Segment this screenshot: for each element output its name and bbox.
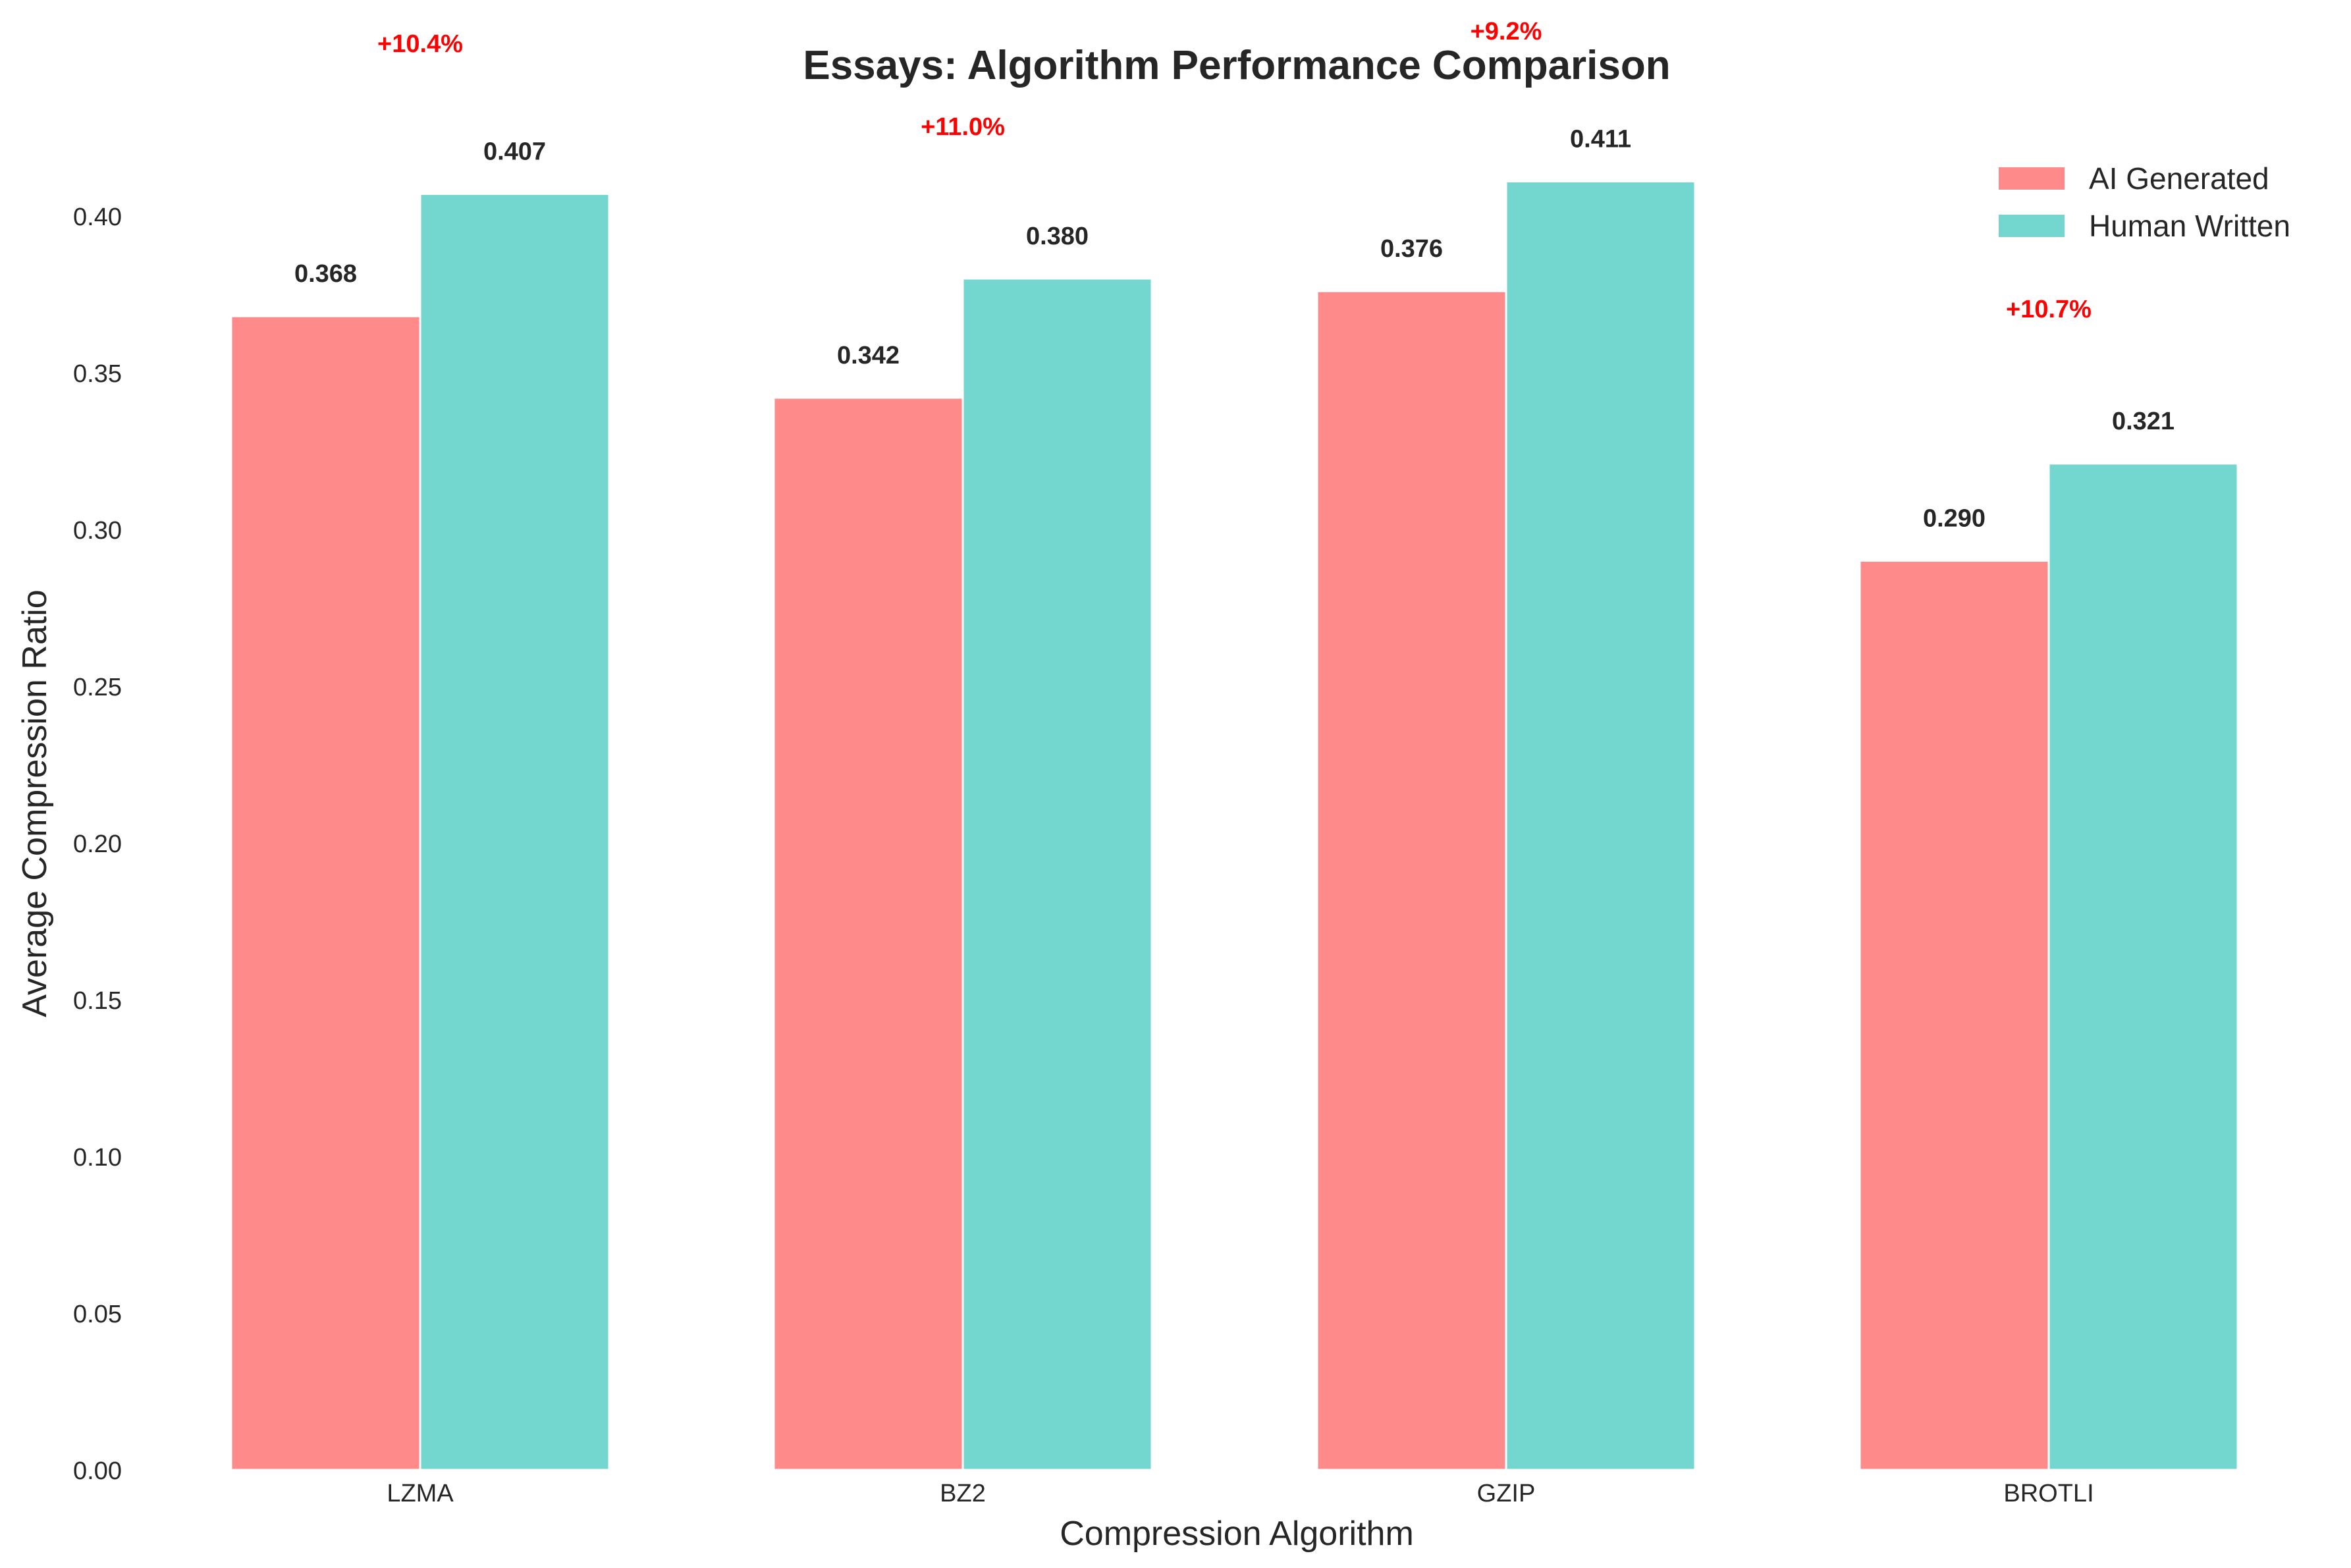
legend: AI Generated Human Written xyxy=(1999,161,2290,243)
legend-swatch-human-written xyxy=(1999,215,2065,237)
chart-title: Essays: Algorithm Performance Comparison xyxy=(803,43,1670,88)
difference-label: +10.4% xyxy=(377,30,463,58)
legend-swatch-ai-generated xyxy=(1999,167,2065,190)
y-tick-label: 0.10 xyxy=(73,1144,122,1172)
bar-value-label: 0.290 xyxy=(1923,504,1986,532)
legend-label-ai-generated: AI Generated xyxy=(2089,161,2269,196)
legend-label-human-written: Human Written xyxy=(2089,209,2290,243)
bar-value-label: 0.368 xyxy=(294,260,357,288)
y-tick-label: 0.05 xyxy=(73,1301,122,1328)
bar-value-label: 0.411 xyxy=(1570,125,1631,153)
bar-human-written xyxy=(419,192,610,1471)
value-labels: 0.368 0.342 0.376 0.290 0.407 0.380 0.411 0.321 xyxy=(294,125,2175,532)
y-tick-label: 0.15 xyxy=(73,987,122,1015)
difference-label: +11.0% xyxy=(921,113,1005,141)
bar-ai-generated xyxy=(230,315,421,1471)
y-tick-label: 0.25 xyxy=(73,674,122,701)
bars-group xyxy=(230,180,2239,1471)
bar-value-label: 0.407 xyxy=(483,138,546,165)
x-axis-ticks: LZMA BZ2 GZIP BROTLI xyxy=(387,1480,2094,1507)
bar-human-written xyxy=(1505,180,1696,1471)
y-tick-label: 0.40 xyxy=(73,203,122,231)
y-tick-label: 0.35 xyxy=(73,360,122,388)
y-tick-label: 0.20 xyxy=(73,830,122,858)
x-tick-label: LZMA xyxy=(387,1480,454,1507)
x-tick-label: GZIP xyxy=(1477,1480,1536,1507)
y-axis-ticks: 0.00 0.05 0.10 0.15 0.20 0.25 0.30 0.35 0.40 xyxy=(73,203,122,1485)
x-axis-label: Compression Algorithm xyxy=(1060,1515,1414,1553)
difference-label: +10.7% xyxy=(2006,296,2092,323)
x-tick-label: BROTLI xyxy=(2003,1480,2094,1507)
bar-value-label: 0.342 xyxy=(837,342,900,369)
x-tick-label: BZ2 xyxy=(940,1480,986,1507)
bar-human-written xyxy=(961,277,1153,1471)
bar-ai-generated xyxy=(1858,559,2050,1471)
y-tick-label: 0.30 xyxy=(73,517,122,545)
bar-value-label: 0.380 xyxy=(1026,223,1089,250)
bar-value-label: 0.376 xyxy=(1380,235,1443,263)
y-tick-label: 0.00 xyxy=(73,1457,122,1485)
bar-ai-generated xyxy=(772,396,964,1471)
bar-ai-generated xyxy=(1316,290,1507,1471)
difference-labels: +10.4% +11.0% +9.2% +10.7% xyxy=(377,18,2092,323)
bar-human-written xyxy=(2047,462,2239,1471)
difference-label: +9.2% xyxy=(1471,18,1542,45)
bar-value-label: 0.321 xyxy=(2112,408,2175,435)
y-axis-label: Average Compression Ratio xyxy=(16,589,54,1017)
